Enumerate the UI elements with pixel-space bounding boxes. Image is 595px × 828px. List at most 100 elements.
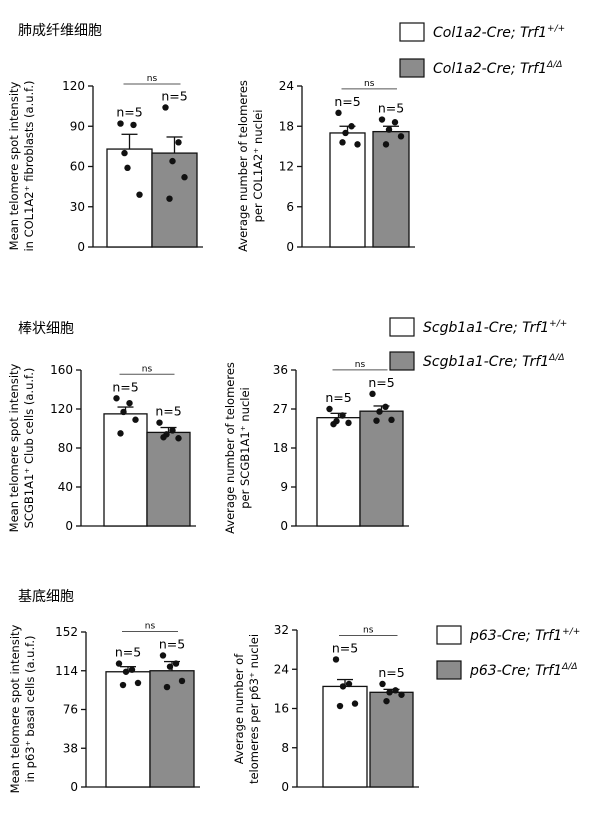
y-tick-label: 0 — [280, 519, 288, 533]
data-point — [136, 191, 143, 198]
y-tick-label: 18 — [279, 119, 294, 133]
data-point — [117, 120, 124, 127]
significance-label: ns — [145, 621, 156, 631]
y-tick-label: 16 — [274, 702, 289, 716]
bar — [372, 130, 410, 248]
y-tick-label: 0 — [70, 780, 78, 794]
y-axis-label: Average number of telomeres — [236, 80, 250, 252]
y-tick-label: 120 — [62, 79, 85, 93]
data-point — [169, 427, 176, 434]
n-label: n=5 — [112, 379, 138, 394]
legend-label: p63-Cre; Trf1Δ/Δ — [469, 662, 577, 679]
y-tick-label: 24 — [279, 79, 294, 93]
y-axis-label: Average number of telomeres — [223, 362, 237, 534]
data-point — [354, 141, 361, 148]
data-point — [373, 417, 380, 424]
chart-panel: 0 30 60 90 120 Mean telomere spot intensity in… — [7, 74, 203, 254]
data-point — [348, 123, 355, 130]
n-label: n=5 — [368, 375, 394, 390]
data-point — [121, 149, 128, 157]
y-tick-label: 90 — [70, 119, 85, 133]
data-point — [178, 677, 186, 685]
n-label: n=5 — [159, 636, 185, 651]
data-point — [388, 416, 395, 424]
y-tick-label: 0 — [65, 519, 73, 533]
legend-swatch — [389, 351, 415, 371]
y-axis-label: telomeres per p63⁺ nuclei — [247, 634, 261, 784]
data-point — [378, 116, 386, 123]
n-label: n=5 — [155, 404, 181, 419]
data-point — [166, 195, 173, 202]
data-point — [175, 139, 182, 146]
y-tick-label: 40 — [58, 480, 73, 494]
data-point — [115, 660, 123, 667]
y-tick-label: 38 — [63, 741, 78, 755]
section-title-fibroblast: 肺成纤维细胞 — [18, 23, 102, 39]
legends: Col1a2-Cre; Trf1+/+ Col1a2-Cre; Trf1Δ/Δ Sc… — [389, 22, 580, 680]
bar — [146, 431, 191, 527]
y-tick-label: 76 — [63, 703, 78, 717]
data-point — [172, 660, 180, 667]
data-point — [379, 680, 386, 688]
y-axis-label: Average number of — [232, 653, 246, 764]
data-point — [335, 109, 342, 117]
y-tick-label: 6 — [286, 200, 294, 214]
legend-swatch — [436, 625, 462, 645]
data-point — [159, 652, 167, 659]
data-point — [163, 683, 171, 691]
y-tick-label: 0 — [286, 240, 294, 254]
y-tick-label: 24 — [274, 662, 289, 676]
data-point — [130, 121, 137, 129]
n-label: n=5 — [332, 640, 358, 655]
bar — [106, 148, 153, 248]
bar — [359, 410, 404, 527]
y-axis-label: per SCGB1A1⁺ nuclei — [238, 387, 252, 508]
significance-label: ns — [364, 79, 375, 89]
y-tick-label: 152 — [55, 625, 78, 639]
data-point — [336, 702, 344, 710]
y-tick-label: 9 — [280, 480, 288, 494]
y-tick-label: 114 — [55, 664, 78, 678]
data-point — [386, 689, 393, 696]
data-point — [162, 104, 169, 111]
y-tick-label: 120 — [50, 402, 73, 416]
y-tick-label: 0 — [281, 780, 289, 794]
legend-swatch — [399, 22, 425, 42]
y-tick-label: 160 — [50, 363, 73, 377]
n-label: n=5 — [325, 390, 351, 405]
y-axis-label: in COL1A2⁺ fibroblasts (a.u.f.) — [22, 80, 36, 251]
data-point — [126, 399, 133, 407]
legend-swatch — [436, 660, 462, 680]
data-point — [345, 680, 353, 688]
legend-label: p63-Cre; Trf1+/+ — [469, 627, 580, 644]
data-point — [166, 663, 174, 670]
data-point — [122, 668, 130, 675]
data-point — [339, 139, 346, 146]
data-point — [398, 691, 405, 698]
y-tick-label: 8 — [281, 741, 289, 755]
y-axis-label: Mean telomere spot intensity — [8, 624, 22, 793]
data-point — [383, 697, 390, 705]
bar — [322, 685, 368, 788]
legend-label: Col1a2-Cre; Trf1Δ/Δ — [433, 60, 562, 77]
data-point — [181, 174, 188, 181]
significance-label: ns — [363, 625, 374, 635]
data-point — [342, 129, 349, 137]
data-point — [113, 395, 120, 402]
bar — [103, 413, 148, 527]
y-tick-label: 80 — [58, 441, 73, 455]
data-point — [169, 157, 176, 165]
chart-panel: 0 8 16 24 32 Average number of telomeres per p… — [232, 623, 419, 794]
chart-panel: 0 40 80 120 160 Mean telomere spot intensity S… — [7, 363, 196, 533]
data-point — [119, 681, 127, 689]
y-axis-label: Mean telomere spot intensity — [7, 363, 21, 532]
data-point — [376, 408, 383, 415]
data-point — [175, 435, 182, 442]
n-label: n=5 — [378, 101, 404, 116]
chart-panel: 0 9 18 27 36 Average number of telomeres per S… — [223, 360, 409, 534]
section-title-basal: 基底细胞 — [18, 588, 74, 605]
y-tick-label: 36 — [273, 363, 288, 377]
data-point — [120, 408, 127, 416]
n-label: n=5 — [115, 645, 141, 660]
